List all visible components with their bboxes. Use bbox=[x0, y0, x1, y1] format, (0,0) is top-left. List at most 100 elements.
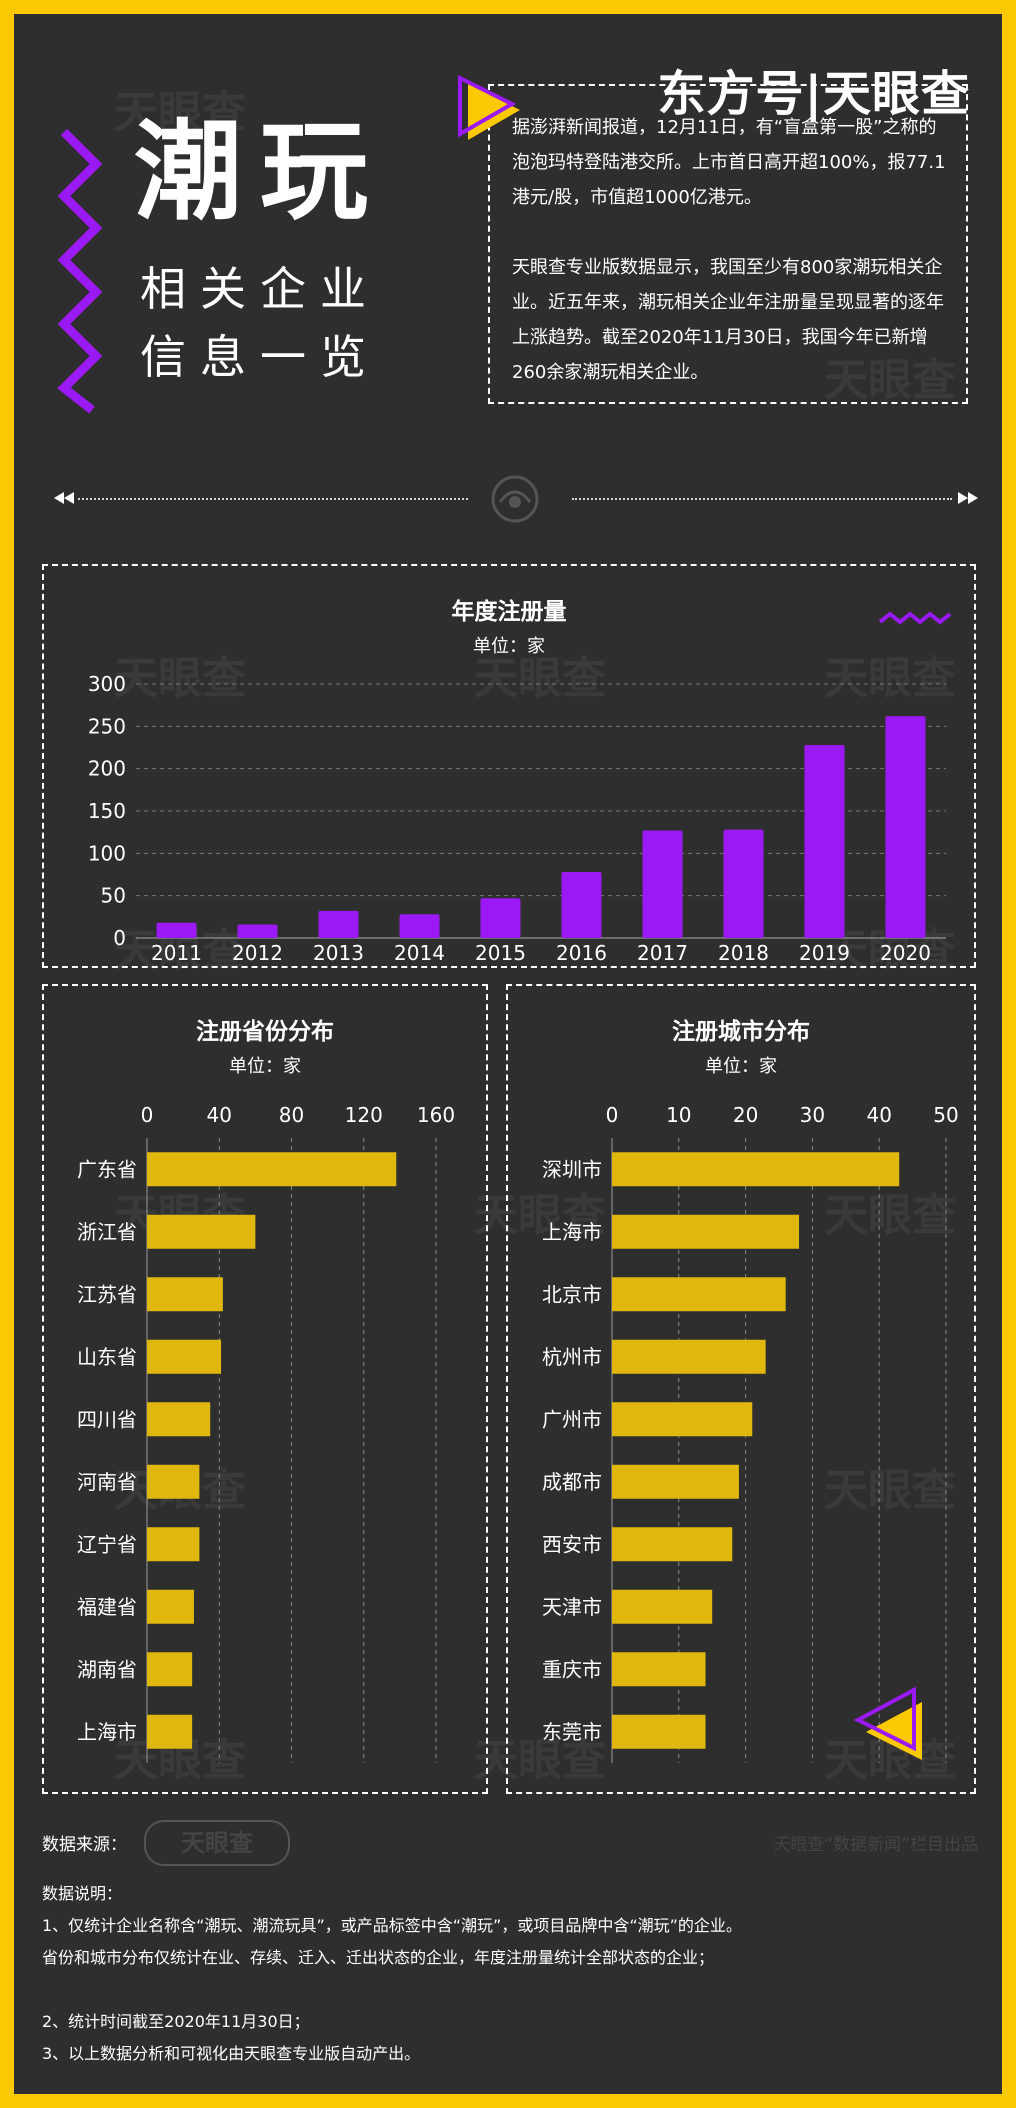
page-title: 潮玩 bbox=[134, 110, 387, 235]
bar bbox=[147, 1152, 397, 1187]
source-label: 数据来源： bbox=[42, 1835, 127, 1855]
note-item: 3、以上数据分析和可视化由天眼查专业版自动产出。 bbox=[42, 2044, 421, 2063]
chart-title: 年度注册量 bbox=[451, 599, 567, 625]
chart-unit: 单位：家 bbox=[473, 636, 545, 657]
bar bbox=[399, 914, 440, 938]
x-tick-label: 2016 bbox=[556, 941, 607, 965]
page-subtitle: 相关企业 bbox=[140, 262, 380, 316]
bar bbox=[561, 871, 602, 938]
category-label: 东莞市 bbox=[542, 1720, 602, 1744]
bar bbox=[237, 924, 278, 938]
chart-unit: 单位：家 bbox=[705, 1056, 777, 1077]
category-label: 上海市 bbox=[77, 1720, 137, 1744]
category-label: 广东省 bbox=[77, 1157, 137, 1181]
chart-unit: 单位：家 bbox=[229, 1056, 301, 1077]
category-label: 四川省 bbox=[77, 1407, 137, 1431]
y-tick-label: 300 bbox=[88, 672, 126, 696]
bar bbox=[612, 1714, 706, 1749]
intro-paragraph: 天眼查专业版数据显示，我国至少有800家潮玩相关企业。近五年来，潮玩相关企业年注… bbox=[512, 257, 944, 383]
category-label: 天津市 bbox=[542, 1595, 602, 1619]
x-tick-label: 50 bbox=[933, 1103, 958, 1127]
divider-line bbox=[572, 498, 952, 500]
category-label: 福建省 bbox=[77, 1595, 137, 1619]
x-tick-label: 2015 bbox=[475, 941, 526, 965]
page-subtitle: 信息一览 bbox=[140, 330, 380, 384]
x-tick-label: 2011 bbox=[151, 941, 202, 965]
y-tick-label: 150 bbox=[88, 799, 126, 823]
x-tick-label: 80 bbox=[279, 1103, 304, 1127]
notes-title: 数据说明： bbox=[42, 1884, 123, 1903]
x-tick-label: 40 bbox=[207, 1103, 232, 1127]
x-tick-label: 40 bbox=[866, 1103, 891, 1127]
poster-panel: 天眼查 天眼查 天眼查 天眼查 天眼查 天眼查 天眼查 天眼查 天眼查 天眼查 … bbox=[14, 14, 1002, 2094]
y-tick-label: 100 bbox=[88, 841, 126, 865]
bar bbox=[147, 1714, 193, 1749]
annual-bar-chart: 0 50 100 150 200 250 300 2011 2012 2013 2014 2015 20… bbox=[88, 672, 946, 965]
x-tick-label: 2013 bbox=[313, 941, 364, 965]
bar bbox=[612, 1464, 739, 1499]
bar bbox=[147, 1527, 200, 1562]
category-label: 深圳市 bbox=[542, 1157, 602, 1181]
annual-chart-box: 年度注册量 单位：家 0 50 100 150 200 250 300 2011 2012 201… bbox=[42, 564, 976, 968]
x-tick-label: 30 bbox=[800, 1103, 825, 1127]
bar bbox=[642, 830, 683, 938]
y-tick-label: 0 bbox=[113, 926, 126, 950]
divider-line bbox=[78, 498, 468, 500]
bar bbox=[147, 1402, 211, 1437]
chart-title: 注册城市分布 bbox=[672, 1019, 810, 1045]
bar bbox=[480, 898, 521, 938]
source-credit: 天眼查“数据新闻”栏目出品 bbox=[773, 1835, 978, 1855]
category-label: 湖南省 bbox=[77, 1657, 137, 1681]
category-label: 浙江省 bbox=[77, 1220, 137, 1244]
bar bbox=[318, 910, 359, 938]
brand-logo: 东方号|天眼查 bbox=[657, 66, 970, 122]
x-tick-label: 2020 bbox=[880, 941, 931, 965]
bar bbox=[612, 1652, 706, 1687]
bar bbox=[156, 922, 197, 938]
bar bbox=[885, 716, 926, 938]
y-tick-label: 200 bbox=[88, 757, 126, 781]
category-label: 山东省 bbox=[77, 1345, 137, 1369]
intro-box: 据澎湃新闻报道，12月11日，有“盲盒第一股”之称的泡泡玛特登陆港交所。上市首日… bbox=[488, 84, 968, 404]
x-tick-label: 2018 bbox=[718, 941, 769, 965]
y-tick-label: 250 bbox=[88, 714, 126, 738]
bar bbox=[147, 1214, 256, 1249]
wave-decoration bbox=[878, 611, 952, 625]
category-label: 重庆市 bbox=[542, 1657, 602, 1681]
bar bbox=[147, 1277, 223, 1312]
bar bbox=[147, 1589, 194, 1624]
x-tick-label: 10 bbox=[666, 1103, 691, 1127]
x-tick-label: 0 bbox=[141, 1103, 154, 1127]
bar bbox=[612, 1152, 900, 1187]
bar bbox=[147, 1464, 200, 1499]
category-label: 辽宁省 bbox=[77, 1532, 137, 1556]
x-tick-label: 20 bbox=[733, 1103, 758, 1127]
triangle-decoration bbox=[458, 74, 520, 140]
x-tick-label: 2014 bbox=[394, 941, 445, 965]
y-tick-label: 50 bbox=[101, 884, 126, 908]
province-chart-box: 注册省份分布 单位：家 0 40 80 120 160 广东省 浙江省 江苏省 山东省 四川省 河南… bbox=[42, 984, 488, 1794]
bar bbox=[612, 1527, 733, 1562]
category-label: 上海市 bbox=[542, 1220, 602, 1244]
x-tick-label: 160 bbox=[417, 1103, 455, 1127]
bar bbox=[612, 1277, 786, 1312]
category-label: 河南省 bbox=[77, 1470, 137, 1494]
triangle-decoration bbox=[853, 1686, 922, 1760]
bar bbox=[612, 1589, 713, 1624]
category-label: 成都市 bbox=[542, 1470, 602, 1494]
city-bar-chart: 0 10 20 30 40 50 深圳市上海市北京市杭州市广州市成都市西安市天津市重庆市东莞… bbox=[542, 1103, 959, 1763]
bar bbox=[147, 1339, 222, 1374]
x-tick-label: 120 bbox=[345, 1103, 383, 1127]
bar bbox=[804, 744, 845, 938]
zigzag-decoration bbox=[57, 128, 103, 414]
arrow-left-icon bbox=[54, 492, 74, 504]
category-label: 西安市 bbox=[542, 1532, 602, 1556]
city-chart-box: 注册城市分布 单位：家 0 10 20 30 40 50 深圳市 上海市 北京市 杭州市 广州市 成都… bbox=[506, 984, 976, 1794]
category-label: 北京市 bbox=[542, 1282, 602, 1306]
bar bbox=[612, 1214, 800, 1249]
x-tick-label: 2012 bbox=[232, 941, 283, 965]
province-bar-chart: 0 40 80 120 160 广东省浙江省江苏省山东省四川省河南省辽宁省福建省湖南省上海… bbox=[77, 1103, 455, 1763]
x-tick-label: 2017 bbox=[637, 941, 688, 965]
note-item: 1、仅统计企业名称含“潮玩、潮流玩具”，或产品标签中含“潮玩”，或项目品牌中含“… bbox=[42, 1916, 742, 1967]
bar bbox=[612, 1339, 766, 1374]
